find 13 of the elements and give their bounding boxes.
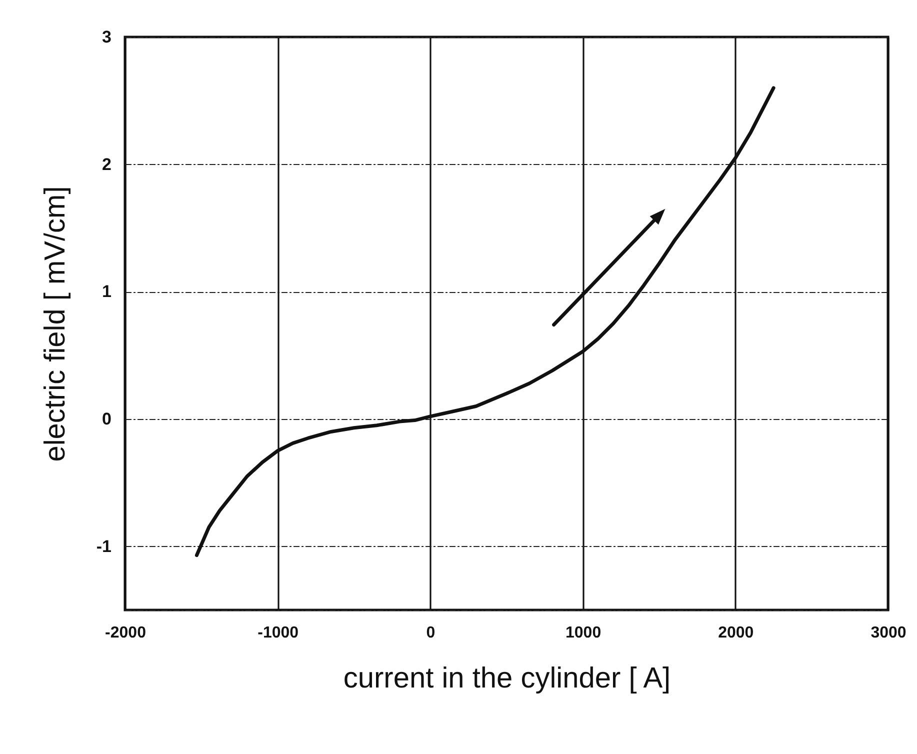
y-axis-title: electric field [ mV/cm] [39, 186, 72, 462]
x-tick-label: 3000 [870, 624, 906, 642]
x-axis-title: current in the cylinder [ A] [343, 662, 671, 694]
y-tick-label: 0 [102, 410, 112, 428]
x-tick-label: -1000 [258, 624, 299, 642]
y-tick-label: -1 [96, 536, 112, 556]
y-tick-label: 2 [102, 154, 112, 174]
x-tick-label: -2000 [105, 624, 146, 642]
x-tick-label: 1000 [566, 624, 602, 642]
y-tick-label: 1 [102, 282, 112, 302]
x-tick-label: 0 [426, 624, 436, 642]
x-tick-label: 2000 [718, 624, 754, 642]
y-tick-label: 3 [102, 28, 112, 46]
